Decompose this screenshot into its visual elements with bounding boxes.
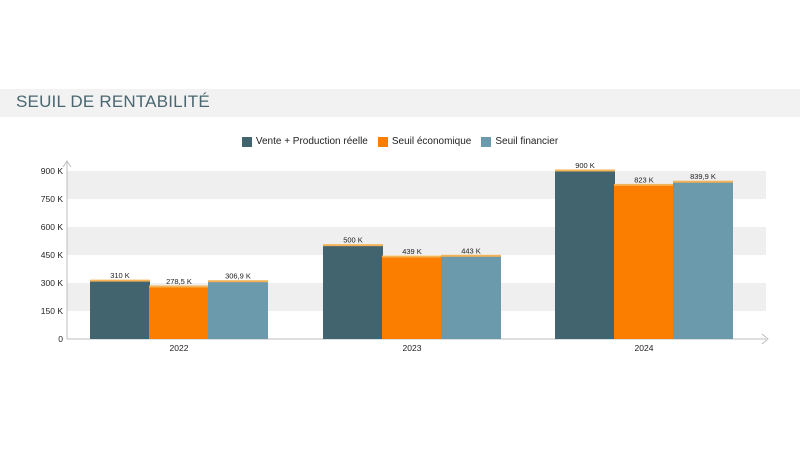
x-axis-arrow (761, 333, 769, 345)
y-tick-label: 750 K (41, 194, 64, 204)
data-label: 278,5 K (166, 277, 192, 286)
bar-cap (441, 254, 501, 257)
legend-label-seuil-financier: Seuil financier (495, 136, 559, 147)
bar (323, 245, 383, 339)
x-category-label: 2024 (635, 343, 654, 353)
bar (208, 281, 268, 339)
data-label: 823 K (634, 175, 654, 184)
legend-item-vente: Vente + Production réelle (241, 136, 368, 147)
y-tick-label: 900 K (41, 166, 64, 176)
y-axis-arrow (62, 160, 72, 168)
bar (441, 256, 501, 339)
chart-title: SEUIL DE RENTABILITÉ (16, 92, 210, 111)
bar (149, 287, 209, 339)
y-tick-label: 450 K (41, 250, 64, 260)
data-label: 443 K (461, 246, 481, 255)
bar (673, 182, 733, 339)
bar-cap (673, 180, 733, 183)
legend-label-vente: Vente + Production réelle (255, 136, 368, 147)
legend-swatch-seuil-financier (481, 136, 492, 147)
bar-cap (149, 285, 209, 288)
bar (614, 185, 674, 339)
legend: Vente + Production réelle Seuil économiq… (0, 136, 800, 147)
x-category-label: 2023 (403, 343, 422, 353)
bar (382, 257, 442, 339)
x-category-label: 2022 (170, 343, 189, 353)
title-band (0, 89, 800, 117)
y-tick-label: 0 (58, 334, 63, 344)
y-tick-label: 150 K (41, 306, 64, 316)
legend-item-seuil-financier: Seuil financier (481, 136, 558, 147)
legend-swatch-seuil-economique (377, 136, 388, 147)
y-tick-label: 300 K (41, 278, 64, 288)
legend-swatch-vente (241, 136, 252, 147)
data-label: 306,9 K (225, 272, 251, 281)
data-label: 310 K (110, 271, 130, 280)
bar-cap (90, 279, 150, 282)
data-label: 500 K (343, 236, 363, 245)
legend-item-seuil-economique: Seuil économique (377, 136, 472, 147)
legend-label-seuil-economique: Seuil économique (391, 136, 472, 147)
bar-cap (555, 169, 615, 172)
bar-cap (208, 280, 268, 283)
y-tick-label: 600 K (41, 222, 64, 232)
bar (555, 171, 615, 339)
data-label: 439 K (402, 247, 422, 256)
bar-cap (382, 255, 442, 258)
data-label: 839,9 K (690, 172, 716, 181)
bar-cap (614, 183, 674, 186)
bar-cap (323, 244, 383, 247)
data-label: 900 K (575, 161, 595, 170)
bar (90, 281, 150, 339)
